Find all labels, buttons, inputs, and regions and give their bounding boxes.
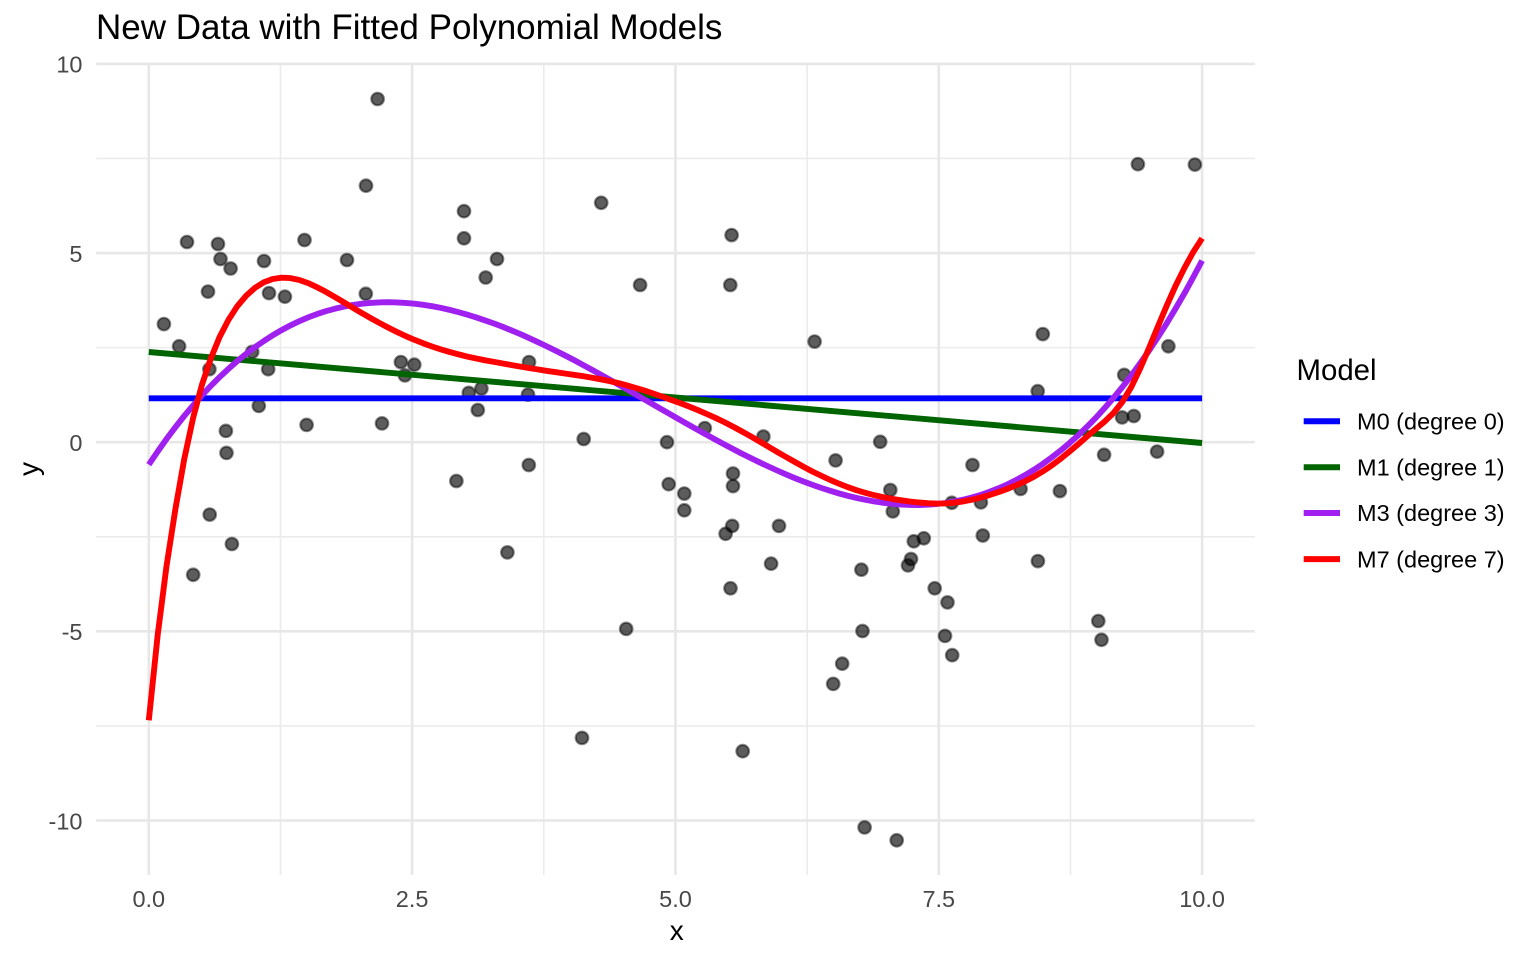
svg-text:7.5: 7.5 [922, 886, 955, 912]
svg-text:M7 (degree 7): M7 (degree 7) [1357, 546, 1505, 572]
svg-text:10: 10 [56, 52, 82, 78]
svg-text:y: y [13, 462, 44, 476]
svg-text:M3 (degree 3): M3 (degree 3) [1357, 500, 1505, 526]
svg-text:10.0: 10.0 [1179, 886, 1225, 912]
svg-text:5.0: 5.0 [659, 886, 692, 912]
svg-text:2.5: 2.5 [396, 886, 429, 912]
svg-text:New Data with Fitted Polynomia: New Data with Fitted Polynomial Models [96, 8, 722, 47]
svg-text:0: 0 [69, 430, 82, 456]
svg-text:-5: -5 [62, 619, 83, 645]
svg-text:0.0: 0.0 [132, 886, 165, 912]
svg-text:Model: Model [1297, 354, 1377, 387]
svg-text:M0 (degree 0): M0 (degree 0) [1357, 408, 1505, 434]
svg-text:5: 5 [69, 241, 82, 267]
svg-text:-10: -10 [49, 808, 83, 834]
svg-text:M1 (degree 1): M1 (degree 1) [1357, 454, 1505, 480]
svg-text:x: x [670, 915, 684, 946]
